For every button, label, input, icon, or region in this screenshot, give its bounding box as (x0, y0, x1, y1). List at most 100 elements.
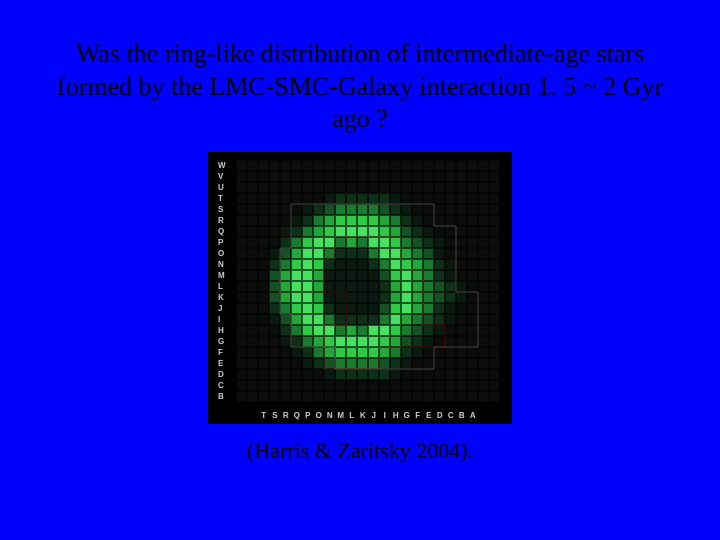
grid-cell (401, 314, 412, 325)
grid-cell (467, 369, 478, 380)
y-tick-label: U (212, 182, 226, 193)
grid-cell (467, 314, 478, 325)
grid-cell (313, 259, 324, 270)
grid-cell (412, 182, 423, 193)
grid-cell (247, 226, 258, 237)
grid-cell (269, 248, 280, 259)
grid-cell (258, 347, 269, 358)
grid-cell (324, 270, 335, 281)
grid-cell (456, 193, 467, 204)
grid-cell (368, 182, 379, 193)
grid-cell (258, 281, 269, 292)
grid-cell (269, 215, 280, 226)
grid-cell (236, 303, 247, 314)
grid-cell (478, 281, 489, 292)
grid-cell (379, 248, 390, 259)
grid-cell (467, 182, 478, 193)
grid-cell (423, 347, 434, 358)
grid-cell (346, 160, 357, 171)
grid-cell (478, 193, 489, 204)
grid-cell (280, 303, 291, 314)
grid-cell (390, 259, 401, 270)
grid-cell (291, 248, 302, 259)
grid-cell (467, 325, 478, 336)
grid-cell (489, 347, 500, 358)
grid-cell (390, 281, 401, 292)
grid-cell (357, 303, 368, 314)
grid-cell (291, 259, 302, 270)
y-tick-label: Q (212, 226, 226, 237)
grid-cell (368, 292, 379, 303)
grid-cell (346, 215, 357, 226)
grid-cell (434, 259, 445, 270)
grid-cell (302, 204, 313, 215)
grid-cell (412, 358, 423, 369)
grid-cell (324, 358, 335, 369)
grid-cell (302, 182, 313, 193)
grid-cell (280, 259, 291, 270)
lmc-map-figure: WVUTSRQPONMLKJIHGFEDCB TSRQPONMLKJIHGFED… (210, 154, 510, 422)
grid-cell (324, 336, 335, 347)
grid-cell (302, 380, 313, 391)
grid-cell (302, 325, 313, 336)
grid-cell (401, 303, 412, 314)
grid-cell (280, 292, 291, 303)
grid-cell (236, 171, 247, 182)
grid-cell (412, 215, 423, 226)
grid-cell (269, 336, 280, 347)
grid-cell (302, 237, 313, 248)
grid-cell (335, 226, 346, 237)
grid-cell (346, 358, 357, 369)
grid-cell (247, 391, 258, 402)
grid-cell (456, 226, 467, 237)
grid-cell (401, 215, 412, 226)
grid-cell (302, 314, 313, 325)
grid-cell (379, 215, 390, 226)
y-tick-label: R (212, 215, 226, 226)
grid-cell (280, 182, 291, 193)
grid-cell (423, 292, 434, 303)
grid-cell (478, 358, 489, 369)
grid-cell (335, 314, 346, 325)
y-tick-label: K (212, 292, 226, 303)
grid-cell (478, 325, 489, 336)
grid-cell (247, 303, 258, 314)
grid-cell (401, 369, 412, 380)
grid-cell (489, 204, 500, 215)
grid-cell (302, 226, 313, 237)
grid-cell (291, 226, 302, 237)
grid-cell (379, 226, 390, 237)
x-tick-label: C (445, 411, 456, 420)
grid-cell (302, 171, 313, 182)
grid-cell (291, 380, 302, 391)
grid-cell (280, 226, 291, 237)
grid-cell (335, 204, 346, 215)
grid-cell (445, 259, 456, 270)
grid-cell (412, 204, 423, 215)
grid-cell (313, 270, 324, 281)
grid-cell (368, 215, 379, 226)
grid-cell (434, 226, 445, 237)
grid-cell (236, 160, 247, 171)
x-tick-label: N (324, 411, 335, 420)
grid-cell (467, 193, 478, 204)
grid-cell (324, 380, 335, 391)
grid-cell (489, 314, 500, 325)
grid-cell (478, 182, 489, 193)
grid-cell (379, 237, 390, 248)
x-axis-labels: TSRQPONMLKJIHGFEDCBA (236, 411, 500, 420)
grid-cell (324, 347, 335, 358)
grid-cell (247, 270, 258, 281)
grid-cell (291, 270, 302, 281)
grid-cell (313, 281, 324, 292)
grid-cell (324, 325, 335, 336)
grid-cell (489, 237, 500, 248)
grid-cell (313, 347, 324, 358)
grid-cell (313, 391, 324, 402)
grid-cell (467, 292, 478, 303)
grid-cell (434, 270, 445, 281)
grid-cell (445, 182, 456, 193)
x-tick-label: G (401, 411, 412, 420)
grid-cell (357, 204, 368, 215)
grid-cell (236, 270, 247, 281)
